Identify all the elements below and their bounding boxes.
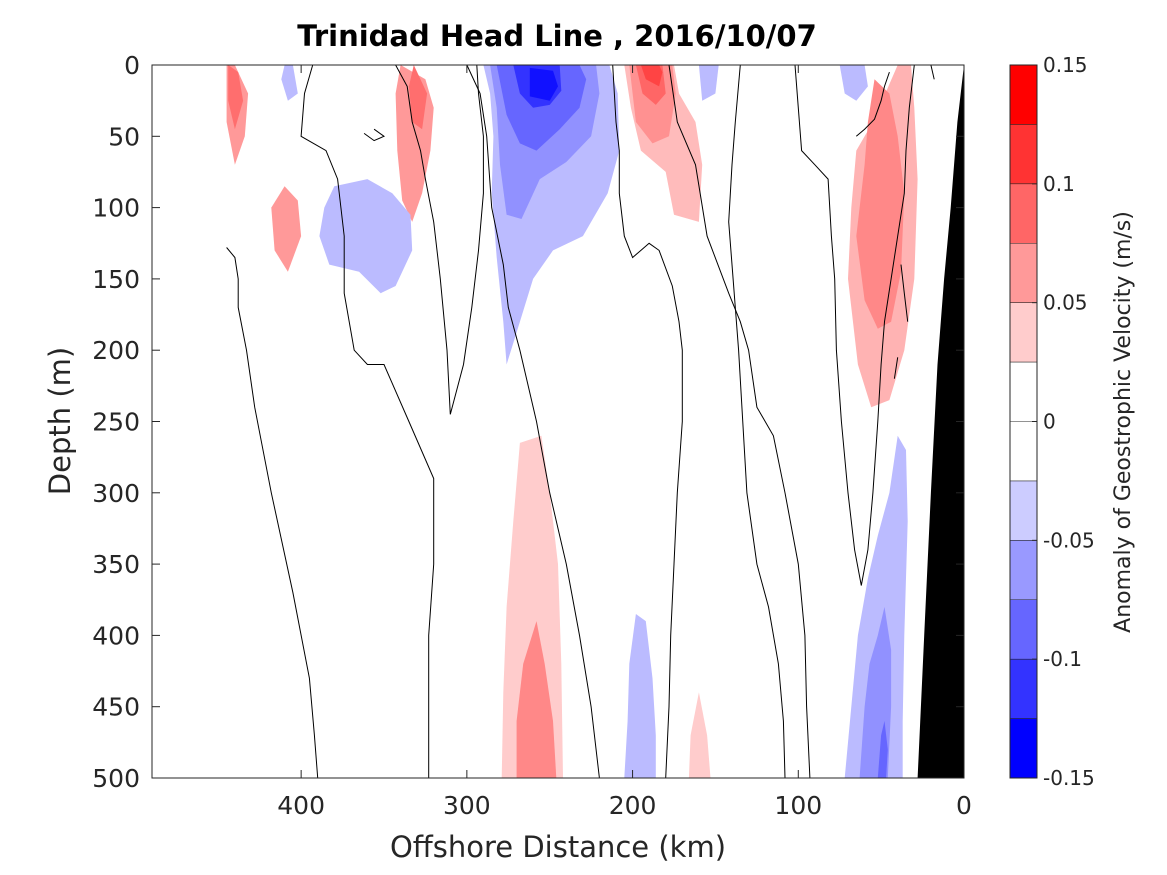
velocity-region-deep-positive-right-0 — [688, 692, 711, 778]
x-tick-label: 0 — [956, 791, 972, 820]
zero-contour-line-1 — [466, 64, 600, 779]
colorbar-band — [1010, 540, 1037, 601]
y-tick-label: 350 — [92, 550, 140, 579]
bathymetry-layer — [917, 65, 964, 778]
y-tick-label: 0 — [124, 51, 140, 80]
zero-contour-line-8 — [794, 64, 915, 586]
y-tick-label: 400 — [92, 621, 140, 650]
y-tick-label: 50 — [108, 122, 140, 151]
zero-contour-line-11 — [900, 264, 909, 322]
colorbar-tick-label: 0.15 — [1043, 53, 1088, 77]
zero-contour-line-12 — [893, 357, 899, 379]
colorbar-band — [1010, 599, 1037, 660]
colorbar-tick-label: -0.15 — [1043, 766, 1095, 790]
y-tick-label: 150 — [92, 265, 140, 294]
x-axis-ticks: 400 300 200 100 0 — [277, 65, 972, 820]
colorbar-tick-label: -0.05 — [1043, 528, 1095, 552]
colorbar-band — [1010, 65, 1037, 125]
x-tick-label: 200 — [609, 791, 657, 820]
chart-title: Trinidad Head Line , 2016/10/07 — [297, 19, 817, 53]
velocity-region-near-shore-positive-inner-0 — [856, 79, 905, 329]
x-axis-label: Offshore Distance (km) — [390, 830, 726, 864]
zero-contour-line-3 — [300, 64, 435, 778]
velocity-region-deep-negative-shelf-outer-0 — [844, 435, 908, 778]
velocity-region-near-shore-negative-surface-0 — [698, 65, 719, 101]
zero-contour-line-6 — [668, 64, 811, 779]
velocity-region-central-positive-core-0 — [640, 65, 663, 87]
zero-contour-line-0 — [226, 247, 319, 779]
colorbar-band — [1010, 302, 1037, 363]
velocity-region-near-shore-negative-surface-1 — [839, 65, 868, 101]
velocity-region-offshore-surface-positive-core-1 — [408, 65, 428, 130]
y-axis-ticks: 0 50 100 150 200 250 300 350 400 450 500 — [92, 51, 964, 793]
zero-contour-line-7 — [728, 64, 786, 779]
velocity-region-offshore-surface-positive-core-0 — [228, 65, 244, 130]
velocity-region-deep-negative-center-0 — [624, 614, 656, 778]
velocity-region-deep-negative-shelf-inner-0 — [877, 721, 888, 778]
y-tick-label: 250 — [92, 408, 140, 437]
y-tick-label: 450 — [92, 693, 140, 722]
colorbar-band — [1010, 183, 1037, 244]
zero-contour-line-9 — [855, 71, 890, 137]
colorbar-label: Anomaly of Geostrophic Velocity (m/s) — [1111, 211, 1136, 633]
y-tick-label: 500 — [92, 764, 140, 793]
colorbar-tick-label: 0.05 — [1043, 291, 1088, 315]
zero-contour-line-2 — [363, 128, 386, 142]
velocity-region-offshore-negative-0 — [319, 179, 413, 294]
colorbar-band — [1010, 124, 1037, 185]
colorbar-tick-label: 0 — [1043, 410, 1056, 434]
y-tick-label: 300 — [92, 479, 140, 508]
velocity-region-offshore-surface-positive-1 — [271, 186, 302, 272]
y-axis-label: Depth (m) — [43, 347, 77, 495]
colorbar-tick-label: 0.1 — [1043, 172, 1075, 196]
velocity-region-deep-positive-inner-0 — [516, 621, 557, 778]
colorbar-ticks: 0.15 0.1 0.05 0 -0.05 -0.1 -0.15 — [1032, 53, 1095, 790]
x-tick-label: 300 — [443, 791, 491, 820]
y-tick-label: 100 — [92, 194, 140, 223]
x-tick-label: 100 — [774, 791, 822, 820]
velocity-fill-layer — [226, 65, 918, 778]
zero-contour-line-5 — [612, 64, 683, 779]
y-tick-label: 200 — [92, 336, 140, 365]
colorbar-band — [1010, 362, 1037, 422]
velocity-region-core-negative-darkest-0 — [529, 67, 558, 101]
colorbar-tick-label: -0.1 — [1043, 647, 1082, 671]
colorbar-band — [1010, 421, 1037, 482]
colorbar-band — [1010, 659, 1037, 720]
zero-contour-line-10 — [930, 64, 935, 80]
x-tick-label: 400 — [277, 791, 325, 820]
colorbar-band — [1010, 480, 1037, 541]
bathymetry-shelf — [917, 65, 964, 778]
colorbar-band — [1010, 718, 1037, 779]
zero-contour-line-4 — [395, 64, 484, 415]
plot-area: 400 300 200 100 0 0 50 100 150 200 250 300 350 400 45… — [92, 51, 972, 820]
velocity-region-offshore-negative-1 — [281, 65, 298, 101]
colorbar: 0.15 0.1 0.05 0 -0.05 -0.1 -0.15 Anomaly of Ge… — [1009, 53, 1136, 790]
zero-contour-layer — [226, 64, 935, 779]
colorbar-bands — [1010, 65, 1037, 779]
colorbar-band — [1010, 243, 1037, 304]
